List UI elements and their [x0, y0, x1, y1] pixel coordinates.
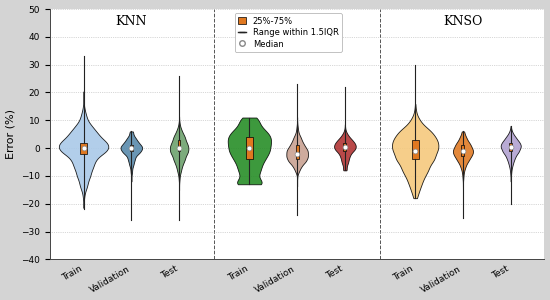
Point — [411, 148, 420, 153]
Point — [175, 146, 184, 151]
Legend: 25%-75%, Range within 1.5IQR, Median: 25%-75%, Range within 1.5IQR, Median — [234, 13, 342, 52]
Point — [79, 146, 88, 151]
Bar — [130, 145, 133, 151]
Text: KNN: KNN — [116, 15, 147, 28]
Point — [340, 144, 349, 149]
Bar — [412, 140, 419, 159]
Point — [127, 146, 136, 151]
Bar — [80, 142, 87, 154]
Point — [507, 144, 515, 149]
Point — [245, 146, 254, 151]
Bar — [461, 145, 464, 157]
Text: KNSO: KNSO — [443, 15, 483, 28]
Text: KNAO: KNAO — [277, 15, 317, 28]
Bar — [246, 137, 252, 159]
Point — [293, 151, 301, 156]
Y-axis label: Error (%): Error (%) — [6, 109, 15, 159]
Bar — [178, 140, 180, 151]
Bar — [343, 142, 346, 151]
Bar — [295, 145, 299, 159]
Point — [459, 148, 468, 153]
Bar — [509, 142, 512, 151]
